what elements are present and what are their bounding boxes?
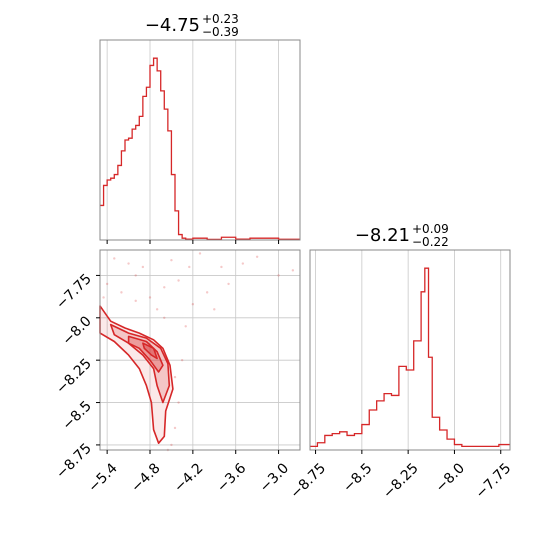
histogram-panel-top-left: −4.75 +0.23 −0.39	[99, 12, 301, 244]
x-tick-label-0: −5.4	[85, 460, 120, 495]
scatter-point-21	[184, 325, 187, 328]
scatter-point-20	[163, 316, 166, 319]
y-tick-label-3: −8.5	[59, 398, 94, 433]
scatter-point-31	[173, 375, 177, 379]
y-ticks-bottom-left: −7.75−8.0 −8.25−8.5 −8.75	[53, 271, 100, 482]
x-ticks-bottom-left: −5.4 −4.8 −4.2 −3.6 −3.0	[85, 450, 292, 496]
scatter-points	[102, 252, 295, 452]
title-top-left-minus: −0.39	[202, 25, 239, 39]
scatter-point-17	[205, 291, 209, 294]
scatter-point-14	[163, 286, 166, 289]
x-tick-label-1: −4.8	[128, 460, 163, 495]
scatter-point-11	[120, 291, 123, 294]
x-tick-label-4: −7.75	[473, 460, 515, 502]
title-bottom-right-value: −8.21	[355, 225, 410, 246]
histogram-step-top-left	[100, 57, 300, 241]
scatter-point-10	[105, 282, 109, 286]
scatter-point-16	[191, 303, 195, 306]
frame-bottom-right	[309, 249, 511, 451]
title-bottom-right-plus: +0.09	[412, 222, 449, 236]
scatter-point-23	[177, 401, 180, 404]
histogram-panel-bottom-right: −8.75 −8.5 −8.25 −8.0 −7.75 −8.21 +0.09 −0.2…	[288, 222, 515, 502]
grid-top-left	[106, 40, 279, 240]
y-tick-label-4: −8.75	[53, 440, 95, 482]
x-tick-label-3: −8.0	[433, 460, 468, 495]
title-top-left-plus: +0.23	[202, 12, 239, 26]
scatter-point-24	[173, 426, 177, 430]
scatter-point-4	[198, 252, 202, 255]
contour-panel-bottom-left: −5.4 −4.8 −4.2 −3.6 −3.0 −7.75−8.0−8.25−8.5−…	[53, 249, 301, 496]
scatter-point-8	[277, 274, 280, 277]
y-tick-label-0: −7.75	[53, 271, 95, 313]
x-ticks-bottom-right: −8.75 −8.5 −8.25 −8.0 −7.75	[288, 450, 515, 502]
frame-top-left	[99, 39, 301, 241]
x-tick-label-3: −3.6	[214, 460, 249, 495]
x-tick-label-2: −4.2	[171, 460, 206, 495]
y-tick-label-2: −8.25	[53, 356, 95, 398]
scatter-point-7	[255, 255, 259, 258]
x-tick-label-2: −8.25	[380, 460, 422, 502]
y-tick-label-1: −8.0	[59, 313, 94, 348]
ticks-top-left	[106, 240, 280, 244]
scatter-point-25	[170, 443, 173, 447]
x-tick-label-1: −8.5	[340, 460, 375, 495]
histogram-step-bottom-right	[310, 267, 510, 448]
scatter-point-2	[141, 265, 145, 269]
scatter-point-19	[227, 282, 230, 286]
scatter-point-6	[241, 262, 245, 265]
frame-bottom-left	[99, 249, 301, 451]
scatter-point-22	[180, 358, 184, 362]
contour-level-0	[99, 305, 174, 444]
scatter-point-13	[148, 296, 152, 299]
scatter-point-27	[102, 296, 105, 299]
contour-level-3	[142, 342, 158, 360]
scatter-point-9	[291, 269, 295, 272]
scatter-point-29	[155, 308, 159, 311]
scatter-point-28	[134, 274, 137, 277]
x-tick-label-0: −8.75	[288, 460, 330, 502]
scatter-point-5	[220, 265, 223, 269]
grid-bottom-left	[100, 250, 300, 450]
scatter-point-12	[134, 299, 137, 303]
contour-levels	[99, 305, 174, 444]
contour-level-2	[127, 335, 164, 373]
scatter-point-1	[127, 262, 130, 265]
scatter-point-0	[113, 257, 116, 260]
title-bottom-right-minus: −0.22	[412, 235, 449, 249]
scatter-point-3	[170, 258, 173, 262]
scatter-point-15	[177, 279, 180, 282]
grid-bottom-right	[315, 250, 502, 450]
title-top-left-value: −4.75	[145, 15, 200, 36]
scatter-point-30	[188, 265, 191, 269]
scatter-point-18	[213, 308, 216, 311]
